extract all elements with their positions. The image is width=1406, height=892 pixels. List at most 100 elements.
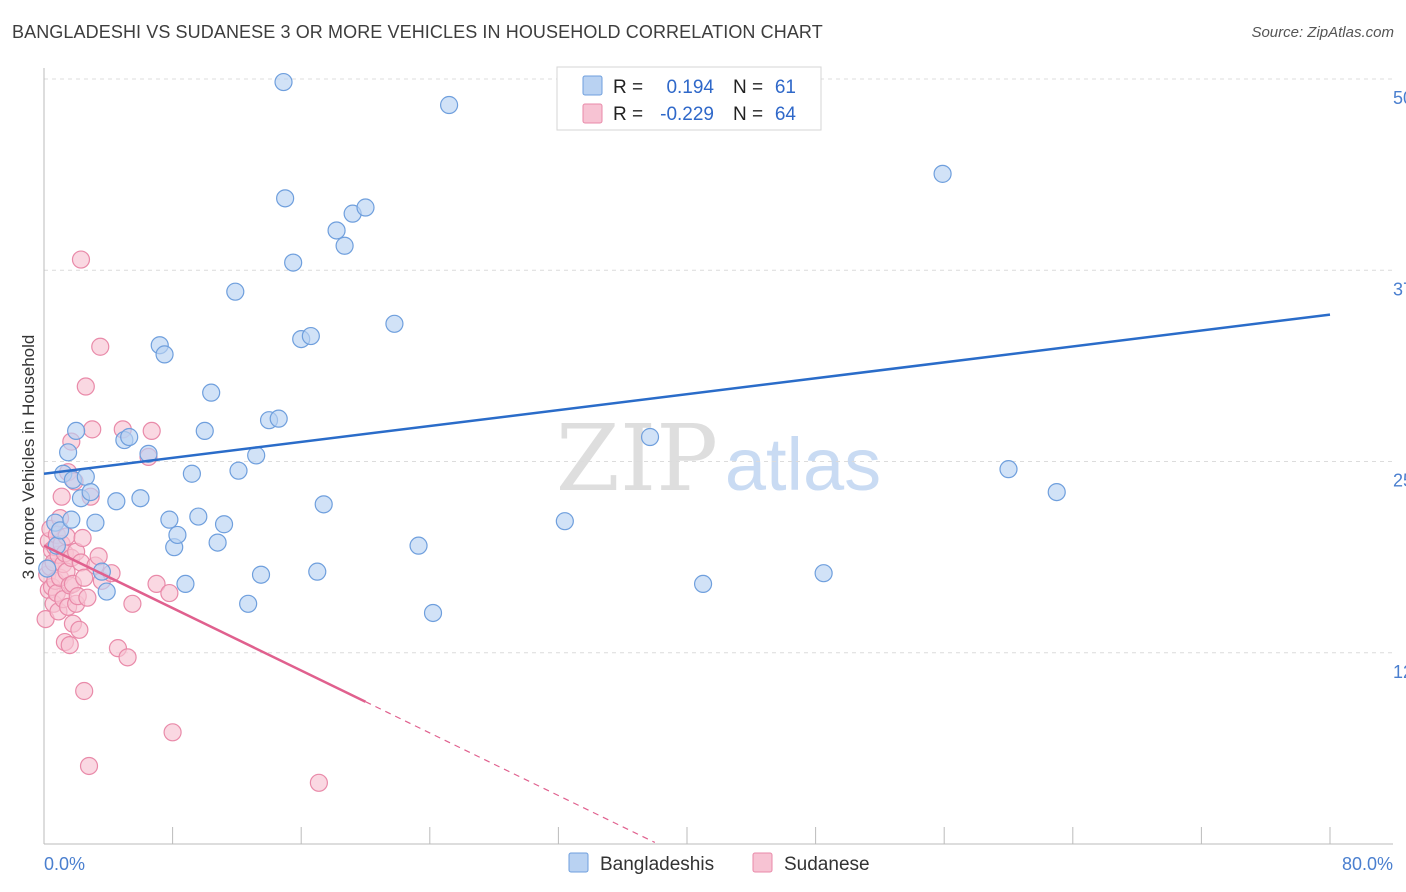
series-legend: Bangladeshis Sudanese [568, 852, 870, 875]
legend-r-label-1: R = [613, 77, 643, 98]
bangladeshi-point [356, 198, 375, 217]
sudanese-point [76, 377, 95, 396]
bangladeshi-point [999, 460, 1018, 479]
bangladeshi-point [640, 427, 660, 447]
sudanese-point [160, 583, 179, 603]
sudanese-point [142, 421, 161, 440]
bangladeshi-point [214, 515, 234, 534]
bangladeshi-point [327, 221, 346, 240]
bangladeshi-point [251, 565, 271, 584]
bangladeshi-point [269, 409, 288, 428]
bangladeshi-point [423, 603, 443, 623]
sudanese-point [79, 756, 99, 776]
sudanese-point [73, 528, 92, 548]
sudanese-point [75, 568, 94, 587]
legend-swatch-pink [582, 103, 603, 124]
bangladeshi-point [301, 326, 320, 346]
bangladeshi-point [229, 461, 248, 480]
bottom-legend-sudanese: Sudanese [784, 854, 870, 875]
bangladeshi-point [67, 421, 86, 440]
sudanese-point [91, 337, 110, 356]
bangladeshi-trend-line [43, 313, 1331, 475]
bangladeshi-point [50, 521, 70, 540]
sudanese-point [147, 574, 166, 594]
bangladeshi-point [107, 492, 126, 511]
bangladeshi-point [814, 564, 833, 583]
bangladeshi-point [97, 582, 116, 601]
sudanese-point [309, 773, 328, 792]
legend-r-value-2: -0.229 [660, 104, 714, 125]
legend-swatch-blue [582, 75, 603, 96]
bangladeshi-point [176, 574, 195, 594]
legend-n-value-2: 64 [775, 104, 797, 125]
bangladeshi-point [62, 510, 81, 529]
grid [44, 78, 1393, 654]
bangladeshi-point [314, 495, 333, 514]
bangladeshi-point [239, 594, 258, 613]
sudanese-point [123, 594, 142, 613]
source-label: Source: ZipAtlas.com [1251, 24, 1394, 41]
y-tick-label: 37.5% [1393, 279, 1406, 299]
bangladeshi-point [208, 533, 227, 552]
x-tick-label-min: 0.0% [44, 854, 85, 874]
chart-title: BANGLADESHI VS SUDANESE 3 OR MORE VEHICL… [12, 22, 823, 42]
trend-lines [43, 313, 1331, 844]
legend-n-label-1: N = [733, 77, 763, 98]
y-tick-labels: 12.5% 25.0% 37.5% 50.0% [1393, 88, 1406, 682]
bangladeshi-point [308, 562, 327, 581]
bangladeshi-point [274, 72, 293, 92]
y-axis-label: 3 or more Vehicles in Household [19, 335, 38, 580]
y-tick-label: 12.5% [1393, 662, 1406, 682]
bangladeshi-point [284, 253, 303, 272]
bangladeshi-point [276, 189, 295, 208]
sudanese-point [52, 487, 71, 506]
sudanese-point [60, 635, 79, 655]
sudanese-point [78, 588, 97, 607]
sudanese-point [118, 648, 137, 667]
bangladeshi-point [195, 421, 214, 440]
sudanese-point [70, 620, 89, 639]
sudanese-point [83, 420, 102, 439]
legend-r-label-2: R = [613, 104, 643, 125]
bottom-legend-swatch-bangladeshis [568, 852, 589, 873]
x-tick-label-max: 80.0% [1342, 854, 1393, 874]
bangladeshi-point [933, 164, 952, 183]
bangladeshi-point [59, 443, 78, 462]
sudanese-point [75, 681, 94, 701]
sudanese-point [71, 250, 91, 269]
bangladeshi-point [120, 427, 139, 447]
sudanese-trend-line [43, 544, 367, 703]
bangladeshi-point [409, 536, 428, 555]
watermark-atlas: atlas [725, 423, 881, 506]
bangladeshi-point [76, 467, 95, 486]
y-tick-label: 25.0% [1393, 471, 1406, 491]
bangladeshi-point [439, 95, 459, 115]
correlation-legend: R = 0.194 N = 61 R = -0.229 N = 64 [556, 66, 822, 131]
bangladeshi-point [155, 345, 174, 364]
bottom-legend-swatch-sudanese [752, 852, 773, 873]
bangladeshi-point [86, 513, 105, 532]
bangladeshi-points [38, 72, 1066, 623]
bangladeshi-point [1047, 483, 1066, 502]
bangladeshi-point [139, 444, 158, 463]
bangladeshi-point [160, 510, 179, 529]
x-ticks [43, 827, 1331, 844]
sudanese-point [163, 723, 182, 742]
legend-n-label-2: N = [733, 104, 763, 125]
bangladeshi-point [189, 507, 208, 526]
bangladeshi-point [38, 559, 57, 578]
sudanese-trend-extension [365, 701, 656, 844]
bangladeshi-point [202, 383, 221, 402]
sudanese-point [89, 547, 108, 566]
bangladeshi-point [168, 525, 187, 545]
bottom-legend-bangladeshis: Bangladeshis [600, 854, 714, 875]
legend-n-value-1: 61 [775, 77, 796, 98]
bangladeshi-point [81, 483, 100, 502]
y-tick-label: 50.0% [1393, 88, 1406, 108]
legend-r-value-1: 0.194 [666, 77, 714, 98]
bangladeshi-point [182, 464, 201, 483]
sudanese-points [36, 250, 328, 792]
bangladeshi-point [226, 282, 245, 301]
bangladeshi-point [335, 236, 354, 255]
